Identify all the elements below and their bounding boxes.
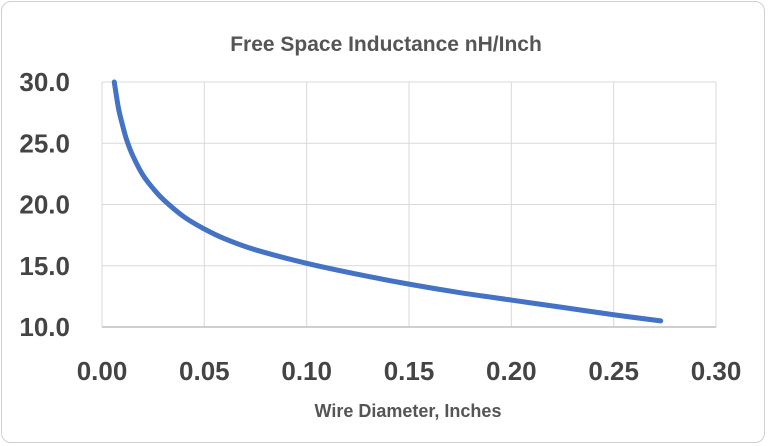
x-tick-label: 0.25 <box>588 356 639 386</box>
x-tick-label: 0.30 <box>691 356 742 386</box>
x-axis-label: Wire Diameter, Inches <box>315 401 502 421</box>
x-tick-label: 0.10 <box>281 356 332 386</box>
y-tick-label: 25.0 <box>19 128 70 158</box>
y-tick-label: 10.0 <box>19 312 70 342</box>
x-tick-label: 0.05 <box>179 356 230 386</box>
series-line <box>111 79 664 324</box>
chart-title: Free Space Inductance nH/Inch <box>230 33 542 56</box>
x-tick-label: 0.00 <box>77 356 128 386</box>
series-layer <box>111 79 664 324</box>
grid-layer <box>101 81 717 327</box>
x-tick-labels: 0.00 0.05 0.10 0.15 0.20 0.25 0.30 <box>77 356 742 386</box>
y-tick-label: 20.0 <box>19 190 70 220</box>
y-tick-label: 15.0 <box>19 251 70 281</box>
x-tick-label: 0.20 <box>486 356 537 386</box>
x-tick-label: 0.15 <box>384 356 435 386</box>
y-tick-labels: 10.0 15.0 20.0 25.0 30.0 <box>19 67 70 342</box>
y-tick-label: 30.0 <box>19 67 70 97</box>
